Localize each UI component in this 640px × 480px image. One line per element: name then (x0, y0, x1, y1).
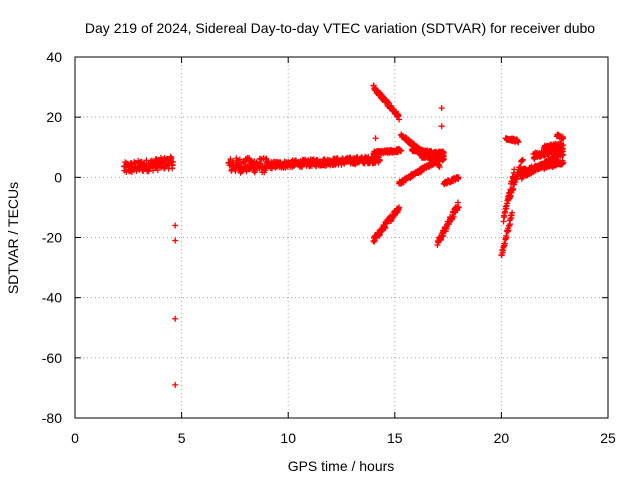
data-point (503, 234, 510, 241)
data-points (121, 82, 567, 388)
y-axis-label: SDTVAR / TECUs (5, 182, 21, 294)
x-tick-label: 15 (387, 430, 403, 446)
data-point (143, 157, 150, 164)
data-point (236, 156, 243, 163)
axis-ticks: 0 5 10 15 20 25 -80 -60 -40 -20 0 20 40 (42, 49, 616, 446)
data-point (440, 153, 447, 160)
data-point (172, 237, 179, 244)
grid (75, 57, 608, 418)
data-point (241, 159, 248, 166)
data-point (382, 225, 389, 232)
plot-frame (74, 56, 609, 419)
data-point (558, 140, 565, 147)
x-tick-label: 5 (178, 430, 186, 446)
data-point (455, 204, 462, 211)
data-point (252, 167, 259, 174)
data-point (398, 147, 405, 154)
data-point (507, 221, 514, 228)
y-tick-label: -60 (42, 350, 62, 366)
x-axis-label: GPS time / hours (288, 458, 395, 474)
x-tick-label: 0 (71, 430, 79, 446)
data-point (172, 315, 179, 322)
data-point (372, 135, 379, 142)
data-point (172, 222, 179, 229)
y-tick-label: 0 (54, 169, 62, 185)
y-tick-label: -40 (42, 290, 62, 306)
data-point (172, 381, 179, 388)
data-point (515, 139, 522, 146)
data-point (168, 155, 175, 162)
data-point (438, 123, 445, 130)
y-tick-label: 40 (46, 49, 62, 65)
data-point (396, 116, 403, 123)
x-tick-label: 25 (600, 430, 616, 446)
data-point (509, 209, 516, 216)
x-tick-label: 10 (280, 430, 296, 446)
data-point (376, 157, 383, 164)
data-point (519, 156, 526, 163)
y-tick-label: 20 (46, 109, 62, 125)
data-point (154, 167, 161, 174)
data-point (560, 135, 567, 142)
data-point (438, 105, 445, 112)
y-tick-label: -80 (42, 410, 62, 426)
data-point (396, 204, 403, 211)
data-point (560, 151, 567, 158)
chart-title: Day 219 of 2024, Sidereal Day-to-day VTE… (85, 20, 595, 36)
data-point (436, 163, 443, 170)
data-point (455, 174, 462, 181)
x-tick-label: 20 (494, 430, 510, 446)
y-tick-label: -20 (42, 230, 62, 246)
data-point (560, 159, 567, 166)
data-point (454, 205, 461, 212)
data-point (170, 158, 177, 165)
data-point (511, 166, 518, 173)
data-point (500, 218, 507, 225)
